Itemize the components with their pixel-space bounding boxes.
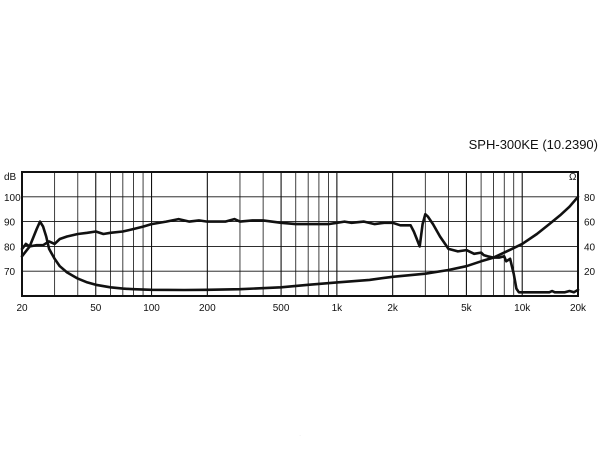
spl-curve (20, 212, 580, 294)
right-tick-label: 40 (584, 242, 596, 253)
series-group (20, 195, 580, 294)
x-tick-label: 10k (514, 303, 531, 314)
x-tick-label: 2k (387, 303, 399, 314)
right-tick-label: 20 (584, 267, 596, 278)
left-axis-unit: dB (4, 172, 17, 183)
right-axis-ticks: 20 40 60 80 (584, 193, 596, 278)
watermark: · (299, 433, 300, 438)
chart-title: SPH-300KE (10.2390) (469, 137, 598, 152)
x-tick-label: 200 (199, 303, 216, 314)
right-tick-label: 80 (584, 193, 596, 204)
x-tick-label: 20 (16, 303, 28, 314)
x-tick-label: 20k (570, 303, 587, 314)
plot-frame (21, 171, 579, 297)
impedance-curve (20, 195, 580, 292)
left-tick-label: 80 (4, 242, 16, 253)
left-tick-label: 90 (4, 218, 16, 229)
x-axis-ticks: 20 50 100 200 500 1k 2k 5k 10k 20k (16, 303, 587, 314)
x-tick-label: 500 (273, 303, 290, 314)
x-tick-label: 5k (461, 303, 473, 314)
left-axis-ticks: 70 80 90 100 (4, 193, 21, 278)
x-tick-label: 100 (143, 303, 160, 314)
left-tick-label: 100 (4, 193, 21, 204)
grid (22, 172, 578, 296)
right-axis-unit: Ω (569, 172, 577, 183)
x-tick-label: 50 (90, 303, 102, 314)
x-tick-label: 1k (332, 303, 344, 314)
left-tick-label: 70 (4, 267, 16, 278)
right-tick-label: 60 (584, 218, 596, 229)
